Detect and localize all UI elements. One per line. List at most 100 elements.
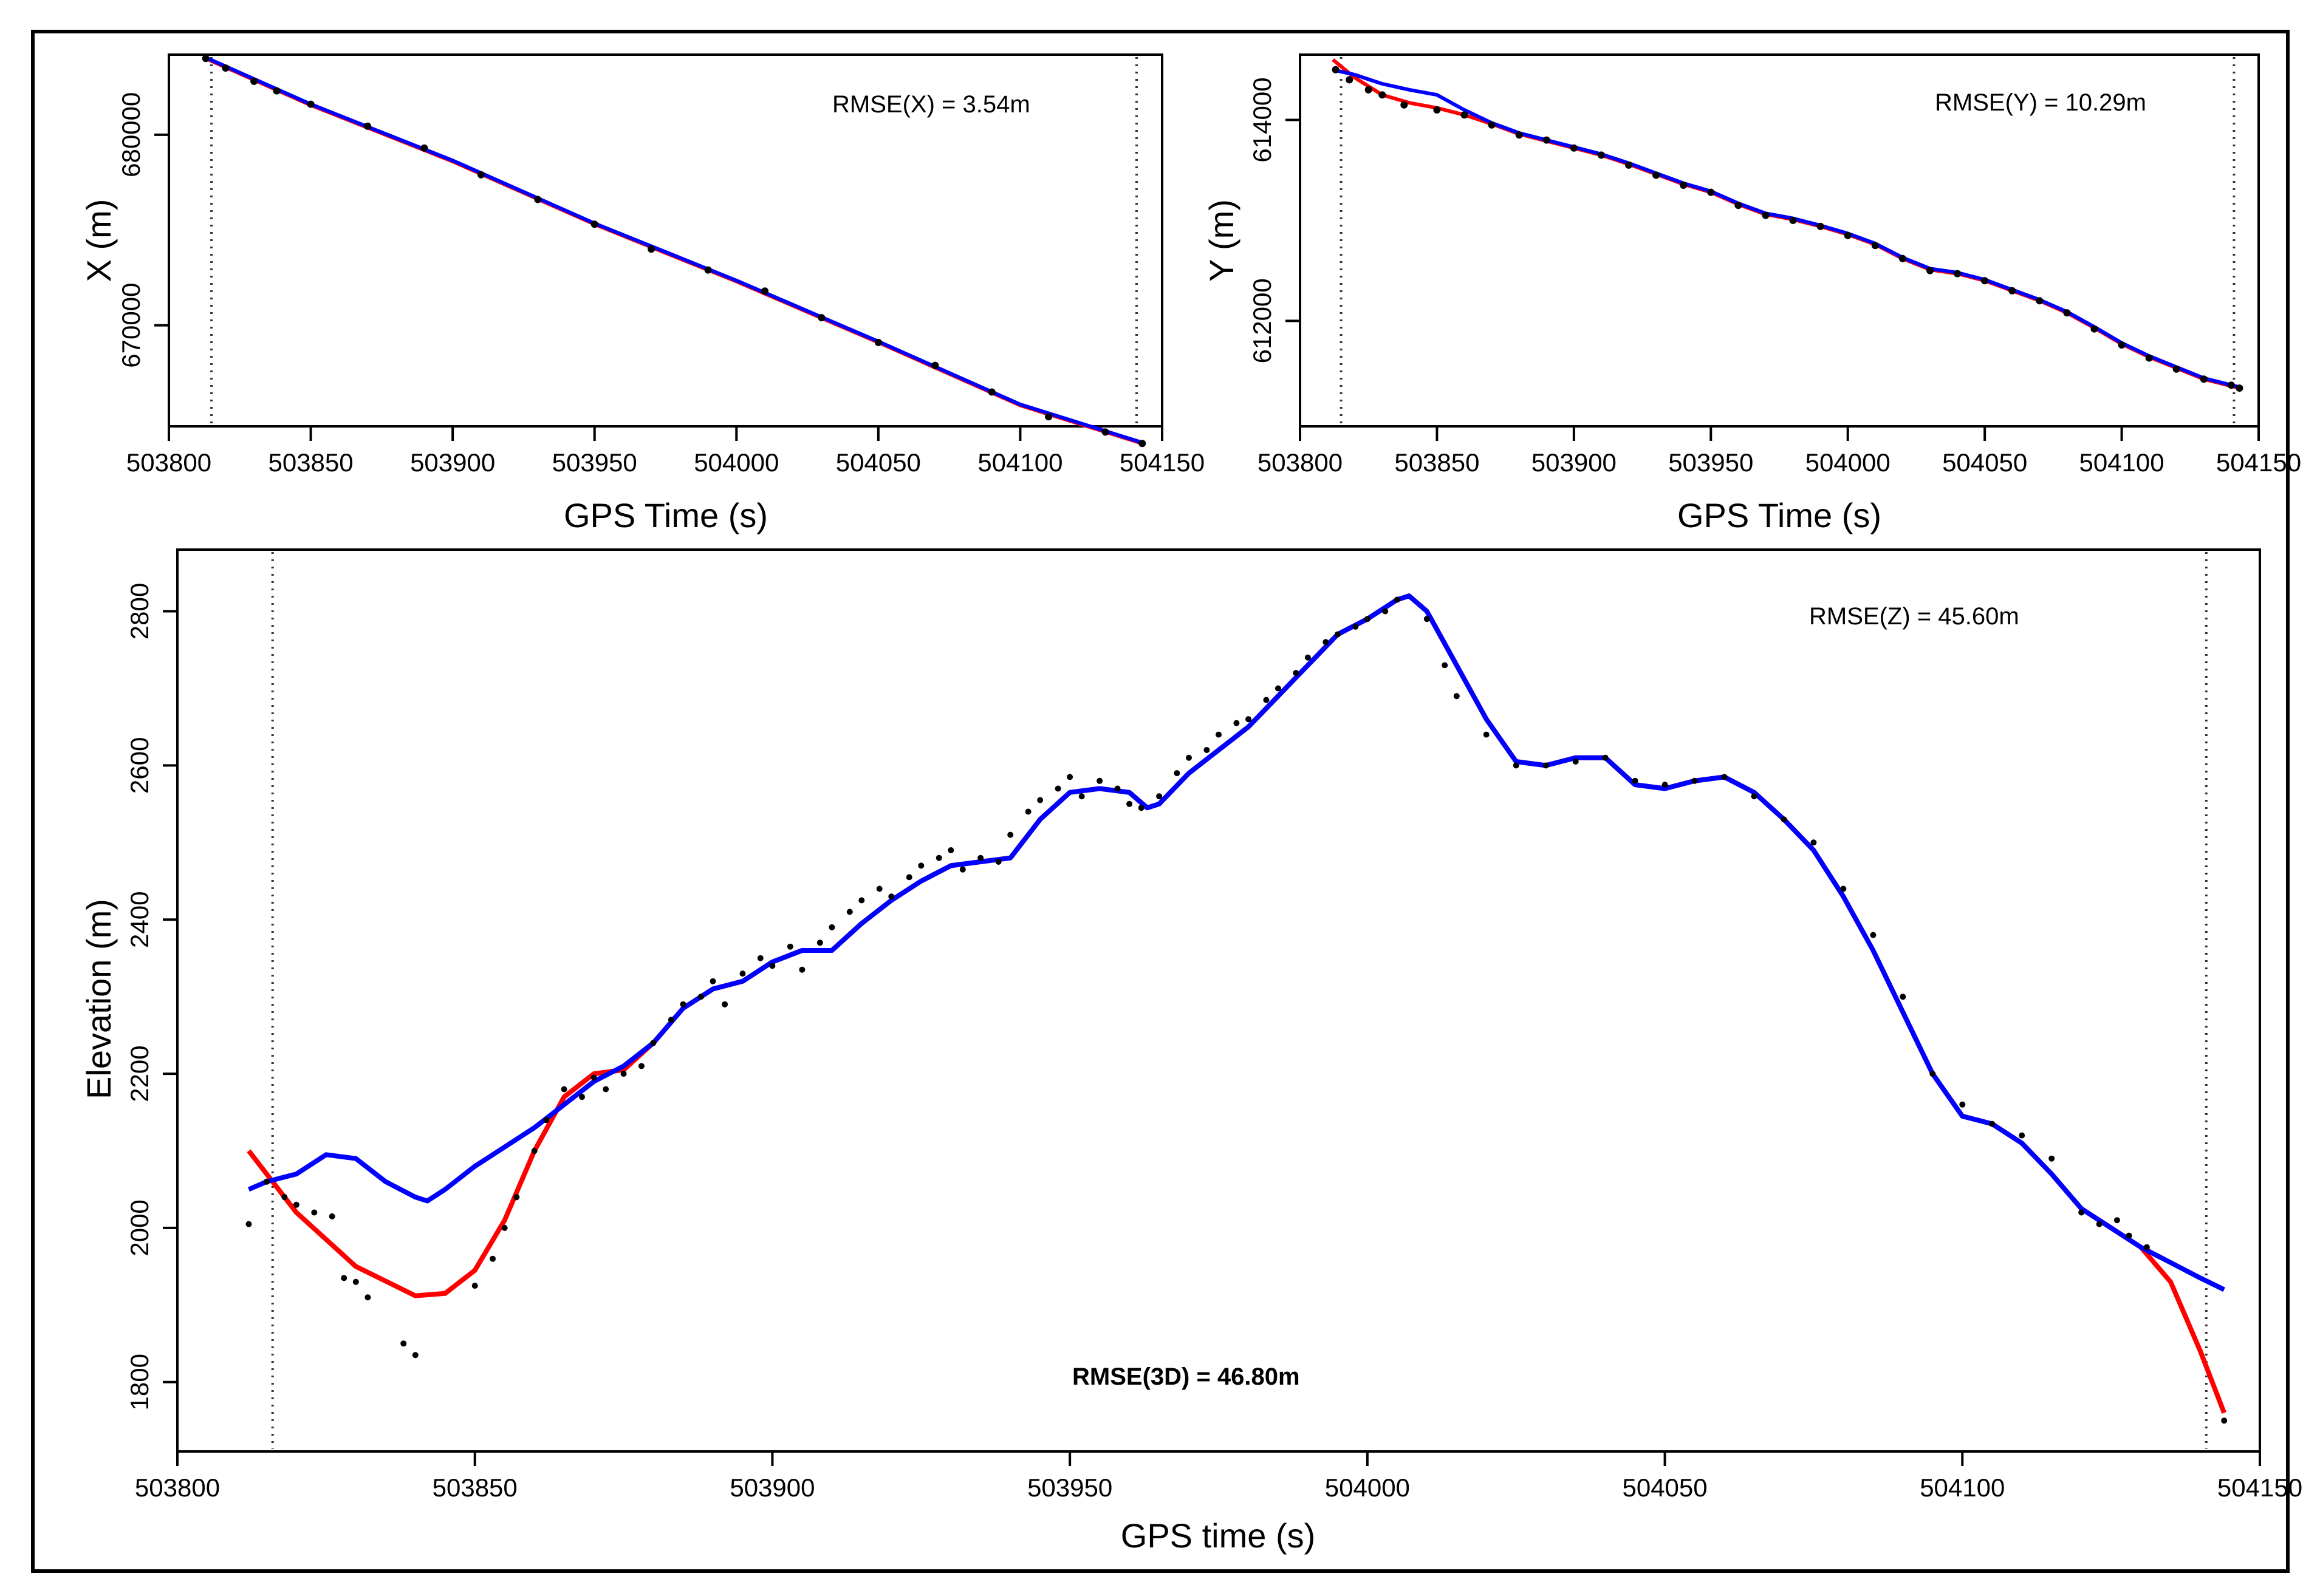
panel-z-point xyxy=(1203,747,1210,753)
panel-y-point xyxy=(2172,365,2180,373)
panel-z-point xyxy=(513,1194,520,1201)
panel-z-point xyxy=(579,1094,585,1100)
panel-z-y-tick-label: 2000 xyxy=(125,1199,154,1256)
panel-y-annotation: RMSE(Y) = 10.29m xyxy=(1935,89,2146,116)
panel-y-x-ticks: 503800 503850 503900 503950 504000 504050 5041… xyxy=(1258,426,2301,477)
panel-y-x-axis-label: GPS Time (s) xyxy=(1677,496,1881,534)
panel-z-x-tick-label: 503800 xyxy=(135,1473,220,1502)
panel-y-y-axis-label: Y (m) xyxy=(1202,199,1240,282)
panel-z-point xyxy=(1293,670,1299,677)
panel-z-point xyxy=(1721,774,1728,780)
panel-y-series-blue-line xyxy=(1332,67,2240,389)
panel-z-point xyxy=(1216,731,1222,738)
panel-x-point xyxy=(364,122,371,130)
panel-z-point xyxy=(2126,1232,2132,1239)
panel-x: 503800 503850 503900 503950 504000 504050 5041… xyxy=(80,53,1205,534)
panel-y-x-tick-label: 504000 xyxy=(1805,448,1891,477)
panel-x-point xyxy=(222,64,230,72)
panel-z-point xyxy=(1483,731,1490,738)
panel-z-point xyxy=(620,1071,627,1077)
panel-z-point xyxy=(245,1221,252,1227)
panel-y-point xyxy=(1625,161,1632,169)
panel-x-point xyxy=(648,245,655,253)
panel-z-point xyxy=(1781,816,1787,823)
panel-x-point xyxy=(307,100,315,108)
panel-x-y-tick-label: 680000 xyxy=(117,92,145,177)
panel-z-y-tick-label: 1800 xyxy=(125,1354,154,1410)
panel-z-point xyxy=(1900,994,1906,1000)
panel-z-x-tick-label: 503950 xyxy=(1027,1473,1112,1502)
panel-z-point xyxy=(638,1063,645,1069)
panel-x-x-axis-label: GPS Time (s) xyxy=(564,496,768,534)
panel-y-point xyxy=(1515,131,1523,139)
panel-y-plot-box xyxy=(1299,53,2260,428)
panel-y: 503800 503850 503900 503950 504000 504050 5041… xyxy=(1202,53,2301,534)
panel-z-annotation: RMSE(Z) = 45.60m xyxy=(1809,603,2019,630)
panel-z-point xyxy=(1007,831,1014,838)
panel-x-point xyxy=(818,314,826,322)
panel-x-plot-box xyxy=(168,53,1163,428)
panel-z-point xyxy=(787,943,793,950)
panel-x-point xyxy=(250,77,258,85)
panel-y-point xyxy=(1652,171,1660,179)
panel-z-point xyxy=(1352,623,1359,630)
panel-z-point xyxy=(561,1086,567,1093)
panel-z-y-tick-label: 2200 xyxy=(125,1045,154,1102)
panel-z-point xyxy=(1810,839,1817,846)
panel-x-x-tick-label: 503800 xyxy=(126,448,211,477)
panel-x-x-ticks: 503800 503850 503900 503950 504000 504050 5041… xyxy=(126,426,1205,477)
panel-z-x-tick-label: 504050 xyxy=(1622,1473,1707,1502)
panel-x-series-blue-line xyxy=(205,55,1143,445)
panel-z-point xyxy=(710,978,716,984)
panel-z-point xyxy=(1870,932,1877,938)
panel-y-point xyxy=(1816,222,1824,230)
panel-z-point xyxy=(1097,777,1103,784)
panel-x-y-axis-label: X (m) xyxy=(80,199,118,282)
panel-z-point xyxy=(1929,1071,1936,1077)
panel-z-y-tick-label: 2600 xyxy=(125,737,154,794)
panel-z-point xyxy=(769,963,776,969)
panel-z-point xyxy=(1751,793,1757,800)
panel-x-point xyxy=(761,287,768,295)
panel-z-point xyxy=(888,893,895,900)
panel-y-point xyxy=(2090,325,2098,333)
panel-x-point xyxy=(420,144,428,152)
panel-y-point xyxy=(1460,111,1468,119)
panel-z-point xyxy=(543,1117,550,1124)
panel-z-point xyxy=(948,847,954,853)
panel-z-point xyxy=(2221,1417,2228,1424)
panel-z-point xyxy=(799,966,806,973)
panel-z-point xyxy=(1156,793,1163,800)
panel-z-point xyxy=(471,1283,478,1289)
panel-z-point xyxy=(977,854,984,861)
panel-y-lines xyxy=(1332,58,2240,390)
panel-z-point xyxy=(1138,805,1145,811)
panel-y-x-tick-label: 504150 xyxy=(2216,448,2301,477)
panel-y-point xyxy=(1707,188,1715,196)
panel-z-point xyxy=(829,924,835,930)
panel-x-x-tick-label: 503950 xyxy=(552,448,637,477)
panel-y-point xyxy=(1570,144,1578,152)
panel-x-x-tick-label: 504050 xyxy=(836,448,921,477)
panel-x-x-tick-label: 503900 xyxy=(410,448,495,477)
panel-x-point xyxy=(273,87,281,95)
panel-z-point xyxy=(1025,808,1032,815)
panel-z-point xyxy=(995,859,1002,865)
panel-z-point xyxy=(352,1278,359,1285)
panel-z-point xyxy=(1423,616,1430,622)
panel-z-point xyxy=(1186,754,1192,761)
panel-z-point xyxy=(858,897,865,904)
panel-z-x-ticks: 503800 503850 503900 503950 504000 504050 5041… xyxy=(135,1451,2302,1502)
panel-z-point xyxy=(590,1074,597,1081)
panel-y-point xyxy=(2145,354,2153,362)
panel-x-x-tick-label: 503850 xyxy=(268,448,353,477)
panel-x-x-tick-label: 504000 xyxy=(694,448,779,477)
panel-z-point xyxy=(531,1148,538,1154)
panel-x-x-tick-label: 504100 xyxy=(977,448,1062,477)
panel-z-point xyxy=(1959,1101,1966,1108)
panel-y-y-tick-label: 612000 xyxy=(1248,278,1276,363)
panel-z-point xyxy=(2078,1209,2085,1216)
panel-z-point xyxy=(1126,800,1133,807)
panel-z-annotation-3d: RMSE(3D) = 46.80m xyxy=(1072,1363,1300,1390)
